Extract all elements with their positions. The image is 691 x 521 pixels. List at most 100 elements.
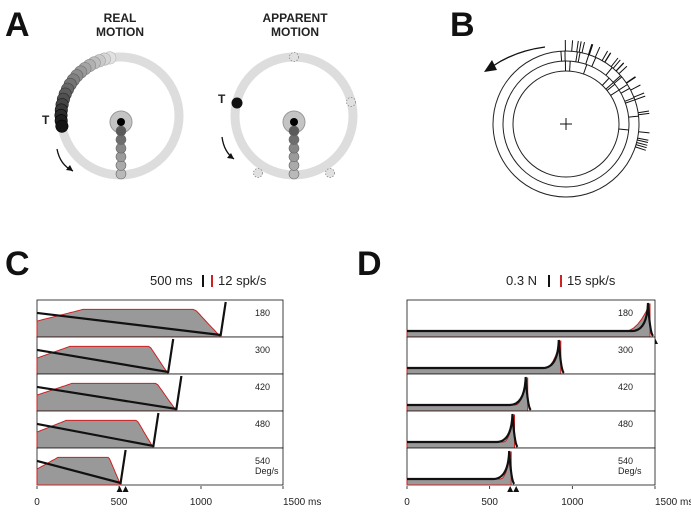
spike-tick: [588, 44, 593, 55]
panel-b-direction-arrow: [492, 46, 546, 67]
spike-tick: [605, 82, 614, 90]
apparent-fixation-point: [290, 118, 298, 126]
spike-tick: [636, 142, 648, 146]
spike-tick: [638, 110, 650, 114]
panel-letter-c: C: [5, 245, 30, 283]
x-axis-tick-label: 0: [404, 497, 410, 508]
x-axis-tick-label: 0: [34, 497, 40, 508]
panel-letter-a: A: [5, 6, 30, 44]
x-axis-tick-label: 1500 ms: [655, 497, 691, 508]
event-marker-icon: [122, 486, 129, 492]
x-axis-tick-label: 1000: [190, 497, 213, 508]
raster-spike-ticks: [560, 39, 650, 151]
force-trace: [407, 302, 654, 337]
hand-position-dot: [288, 125, 300, 137]
apparent-motion-title-line2: MOTION: [271, 25, 319, 39]
spike-tick: [618, 84, 628, 91]
position-trace: [36, 449, 127, 485]
spike-tick: [633, 92, 645, 98]
x-axis-tick-label: 1000: [561, 497, 584, 508]
apparent-target: [231, 97, 243, 109]
spike-tick: [581, 41, 585, 53]
speed-label: 300: [255, 345, 270, 355]
force-trace: [407, 376, 532, 411]
spike-tick: [625, 99, 636, 104]
speed-label: 540: [255, 456, 270, 466]
speed-label: 180: [618, 308, 633, 318]
spike-tick: [594, 46, 601, 58]
panel-letter-b: B: [450, 6, 475, 44]
spike-tick: [577, 52, 581, 63]
hand-position-dot: [115, 125, 127, 137]
speed-label: 180: [255, 308, 270, 318]
apparent-motion-diagram: T: [218, 52, 358, 180]
spike-tick: [588, 43, 593, 55]
panel-letter-d: D: [357, 245, 382, 283]
spike-tick: [634, 95, 646, 101]
real-motion-title-line2: MOTION: [96, 25, 144, 39]
position-trace: [36, 338, 175, 374]
spike-tick: [575, 51, 578, 62]
speed-label: 480: [618, 419, 633, 429]
force-trace: [407, 413, 519, 448]
panel-d-rate-scale: 15 spk/s: [567, 273, 616, 288]
x-axis-tick-label: 1500 ms: [283, 497, 321, 508]
speed-unit-label: Deg/s: [255, 466, 279, 476]
spike-tick: [637, 137, 649, 141]
spike-tick: [569, 61, 571, 72]
real-motion-target-trail: [54, 51, 117, 133]
spike-tick: [638, 131, 650, 134]
spike-tick: [601, 77, 610, 86]
spike-tick: [612, 59, 621, 69]
real-fixation-point: [117, 118, 125, 126]
speed-label: 420: [618, 382, 633, 392]
speed-label: 480: [255, 419, 270, 429]
spike-tick: [605, 67, 613, 76]
force-trace: [407, 450, 516, 485]
spike-tick: [606, 83, 616, 91]
spike-tick: [604, 52, 611, 63]
event-marker-icon: [507, 486, 514, 492]
apparent-motion-hand-column: [288, 125, 300, 180]
spike-tick: [578, 41, 582, 53]
spike-tick: [583, 64, 588, 75]
real-target-label: T: [42, 113, 50, 127]
raster-middle-circle: [502, 60, 630, 188]
spike-tick: [638, 112, 650, 116]
apparent-target-label: T: [218, 92, 226, 106]
speed-label: 420: [255, 382, 270, 392]
apparent-dot-top: [289, 52, 299, 62]
spike-tick: [637, 139, 649, 143]
spike-tick: [624, 97, 635, 102]
spike-tick: [635, 146, 646, 151]
trail-dot: [55, 119, 69, 133]
real-arrowhead-icon: [66, 165, 73, 171]
spike-tick: [591, 57, 597, 67]
position-trace: [36, 375, 183, 411]
x-axis-tick-label: 500: [111, 497, 128, 508]
spike-tick: [635, 144, 647, 149]
panel-b-arrowhead-icon: [484, 60, 497, 72]
raster-inner-circle: [512, 70, 620, 178]
apparent-dot-bottom-right: [325, 168, 335, 178]
spike-tick: [612, 75, 621, 83]
spike-tick: [630, 84, 641, 91]
spike-tick: [618, 128, 629, 131]
position-trace: [36, 412, 160, 448]
force-trace: [407, 339, 565, 374]
spike-tick: [613, 76, 623, 84]
spike-tick: [610, 89, 620, 96]
spike-tick: [628, 115, 639, 118]
apparent-dot-bottom-left: [253, 168, 263, 178]
event-marker-icon: [513, 486, 520, 492]
spike-tick: [601, 50, 609, 61]
spike-tick: [618, 65, 628, 75]
spike-tick: [620, 87, 630, 94]
x-axis-tick-label: 500: [481, 497, 498, 508]
position-trace: [36, 301, 227, 337]
